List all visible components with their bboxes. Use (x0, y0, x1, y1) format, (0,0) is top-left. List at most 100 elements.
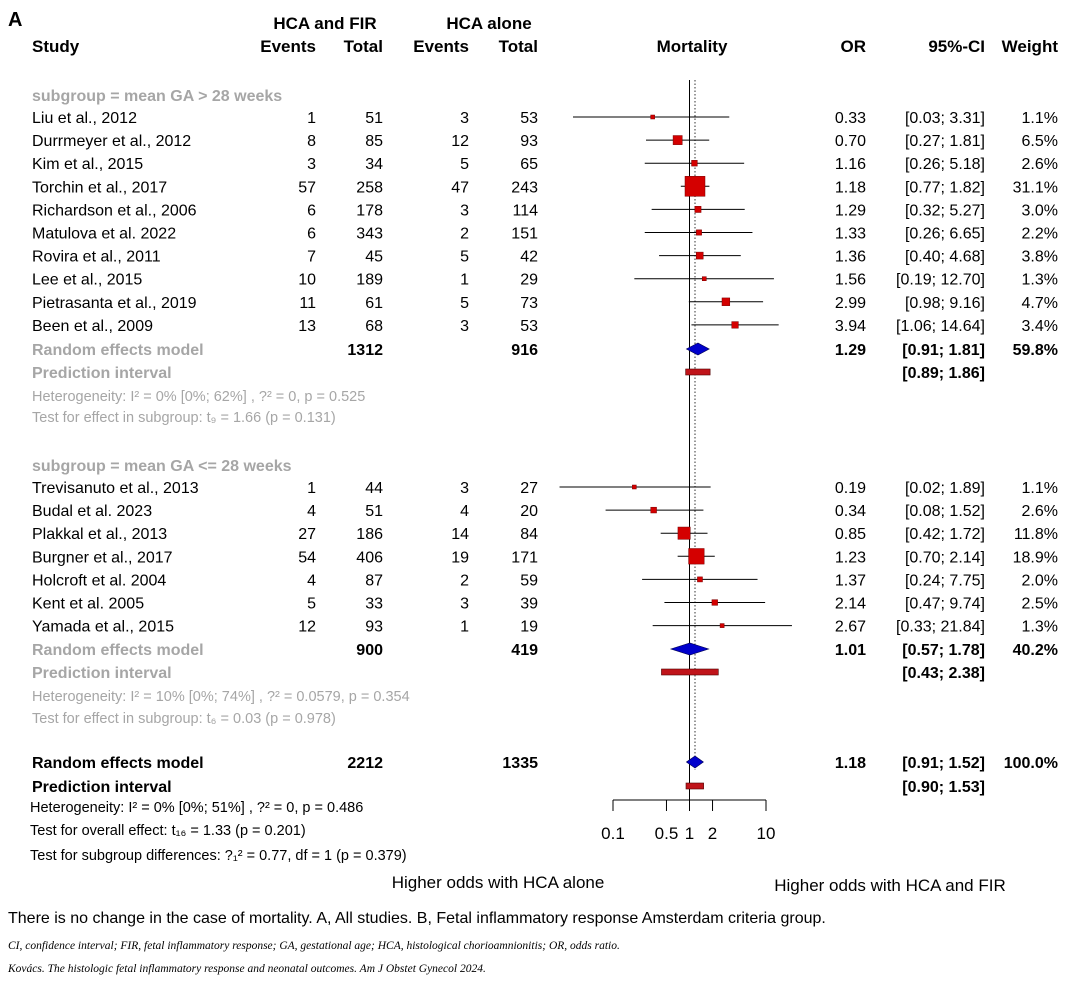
events-hca-alone: 14 (451, 526, 469, 543)
header-mortality: Mortality (657, 37, 728, 56)
events-hca-fir: 57 (298, 179, 316, 196)
total-hca-fir: 68 (365, 318, 383, 335)
odds-ratio: 1.01 (835, 642, 866, 659)
total-hca-alone: 93 (520, 133, 538, 150)
study-name: Trevisanuto et al., 2013 (32, 480, 199, 497)
weight: 31.1% (1013, 179, 1058, 196)
header-group2: HCA alone (446, 14, 531, 33)
pooled-diamond (685, 342, 710, 356)
total-hca-alone: 65 (520, 156, 538, 173)
weight: 1.3% (1022, 272, 1058, 289)
study-name: Rovira et al., 2011 (32, 249, 161, 266)
prediction-interval-label: Prediction interval (32, 779, 172, 796)
events-hca-alone: 2 (460, 226, 469, 243)
effect-square (691, 160, 698, 167)
total-hca-alone: 243 (511, 179, 538, 196)
events-hca-fir: 13 (298, 318, 316, 335)
events-hca-fir: 5 (307, 596, 316, 613)
events-hca-fir: 12 (298, 619, 316, 636)
study-name: Yamada et al., 2015 (32, 619, 174, 636)
total-hca-alone: 84 (520, 526, 538, 543)
confidence-interval: [0.98; 9.16] (905, 295, 985, 312)
confidence-interval: [0.02; 1.89] (905, 480, 985, 497)
study-name: Burgner et al., 2017 (32, 549, 173, 566)
weight: 18.9% (1013, 549, 1058, 566)
events-hca-alone: 3 (460, 202, 469, 219)
study-rows: subgroup = mean GA > 28 weeks Liu et al.,… (32, 88, 1058, 796)
odds-ratio: 2.67 (835, 619, 866, 636)
weight: 2.5% (1022, 596, 1058, 613)
events-hca-fir: 8 (307, 133, 316, 150)
header-ci: 95%-CI (928, 37, 985, 56)
prediction-interval-label: Prediction interval (32, 665, 172, 682)
weight: 2.6% (1022, 503, 1058, 520)
subgroup-differences-test: Test for subgroup differences: ?₁² = 0.7… (30, 848, 407, 864)
weight: 2.0% (1022, 572, 1058, 589)
total-hca-alone: 1335 (502, 755, 538, 772)
citation: Kovács. The histologic fetal inflammator… (8, 963, 486, 975)
abbreviations-note: CI, confidence interval; FIR, fetal infl… (8, 940, 620, 952)
total-hca-fir: 258 (356, 179, 383, 196)
weight: 11.8% (1014, 526, 1058, 543)
random-effects-label: Random effects model (32, 755, 204, 772)
prediction-bar (661, 668, 719, 676)
odds-ratio: 0.19 (835, 480, 866, 497)
x-axis: 0.1 0.5 1 2 10 (601, 799, 775, 843)
odds-ratio: 3.94 (835, 318, 866, 335)
effect-square (701, 276, 707, 281)
study-name: Durrmeyer et al., 2012 (32, 133, 191, 150)
header-events-2: Events (413, 37, 469, 56)
effect-square (688, 548, 705, 565)
weight: 4.7% (1022, 295, 1058, 312)
prediction-ci: [0.90; 1.53] (902, 779, 985, 796)
study-name: Budal et al. 2023 (32, 503, 152, 520)
axis-label-right: Higher odds with HCA and FIR (774, 876, 1006, 895)
effect-square (719, 623, 725, 628)
random-effects-label: Random effects model (32, 342, 204, 359)
panel-label: A (8, 9, 22, 31)
total-hca-fir: 189 (356, 272, 383, 289)
total-hca-alone: 20 (520, 503, 538, 520)
events-hca-fir: 1 (307, 480, 316, 497)
subgroup-effect-test: Test for effect in subgroup: t₆ = 0.03 (… (32, 711, 336, 727)
subgroup-effect-test: Test for effect in subgroup: t₉ = 1.66 (… (32, 410, 336, 426)
total-hca-alone: 114 (512, 202, 538, 219)
forest-plot: A HCA and FIR HCA alone Study Events Tot… (8, 9, 1058, 895)
confidence-interval: [0.26; 5.18] (905, 156, 985, 173)
confidence-interval: [0.40; 4.68] (905, 249, 985, 266)
header-total-2: Total (499, 37, 538, 56)
confidence-interval: [0.70; 2.14] (905, 549, 985, 566)
events-hca-alone: 2 (460, 572, 469, 589)
prediction-bar (685, 368, 711, 376)
weight: 1.1% (1022, 480, 1058, 497)
odds-ratio: 0.85 (835, 526, 866, 543)
study-name: Kim et al., 2015 (32, 156, 143, 173)
events-hca-alone: 3 (460, 110, 469, 127)
odds-ratio: 1.56 (835, 272, 866, 289)
confidence-interval: [0.47; 9.74] (905, 596, 985, 613)
events-hca-alone: 5 (460, 156, 469, 173)
pooled-diamond (669, 642, 710, 656)
plot-reference-lines (689, 80, 696, 800)
weight: 3.8% (1022, 249, 1058, 266)
events-hca-fir: 3 (307, 156, 316, 173)
confidence-interval: [1.06; 14.64] (896, 318, 985, 335)
study-name: Been et al., 2009 (32, 318, 153, 335)
pooled-diamond (685, 755, 704, 769)
prediction-ci: [0.43; 2.38] (902, 665, 985, 682)
total-hca-fir: 93 (365, 619, 383, 636)
effect-square (684, 176, 706, 197)
confidence-interval: [0.03; 3.31] (905, 110, 985, 127)
odds-ratio: 1.29 (835, 202, 866, 219)
overall-heterogeneity: Heterogeneity: I² = 0% [0%; 51%] , ?² = … (30, 800, 363, 816)
total-hca-fir: 900 (356, 642, 383, 659)
weight: 3.0% (1022, 202, 1058, 219)
odds-ratio: 2.14 (835, 596, 866, 613)
confidence-interval: [0.42; 1.72] (905, 526, 985, 543)
study-name: Pietrasanta et al., 2019 (32, 295, 197, 312)
random-effects-label: Random effects model (32, 642, 204, 659)
events-hca-fir: 6 (307, 226, 316, 243)
total-hca-fir: 34 (365, 156, 383, 173)
overall-statistics: Heterogeneity: I² = 0% [0%; 51%] , ?² = … (30, 800, 1006, 895)
total-hca-fir: 51 (365, 110, 383, 127)
